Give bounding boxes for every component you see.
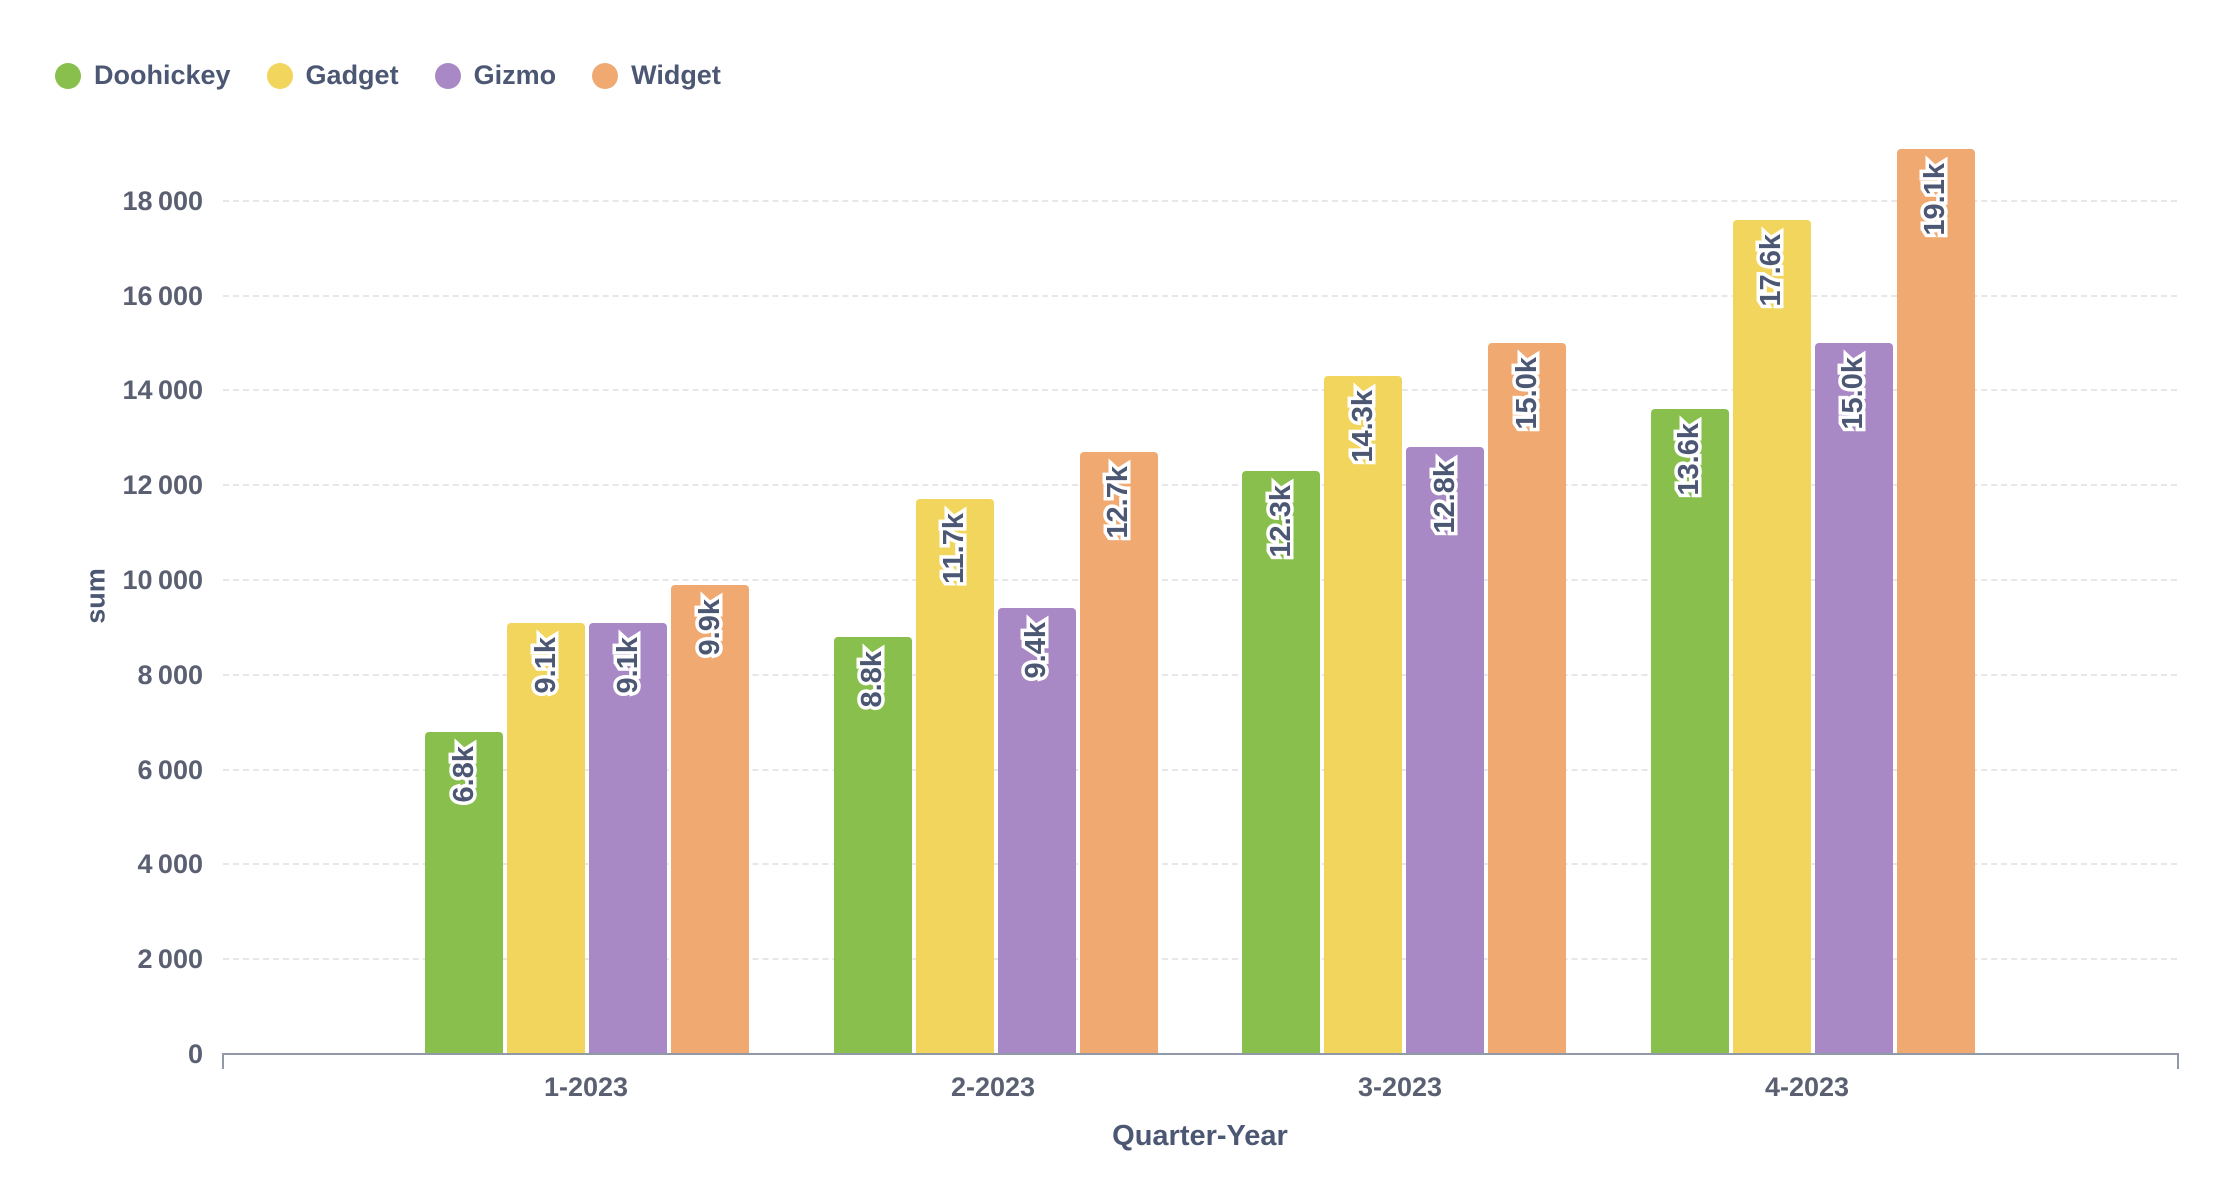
gridline — [223, 768, 2177, 771]
x-axis-line — [222, 1053, 2179, 1055]
legend-item-gizmo[interactable]: Gizmo — [434, 60, 557, 90]
bar-gadget-2-2023[interactable]: 11.7k — [915, 499, 994, 1054]
gridline — [223, 673, 2177, 676]
y-tick-label: 12 000 — [122, 470, 204, 501]
y-tick-label: 0 — [187, 1039, 203, 1069]
y-tick-label: 14 000 — [122, 375, 204, 406]
x-axis-left-tick — [222, 1053, 224, 1069]
legend-label: Gadget — [305, 60, 399, 90]
legend-dot-icon — [434, 62, 461, 89]
legend-label: Gizmo — [473, 60, 557, 90]
bar-value-label: 14.3k — [1343, 387, 1382, 467]
bar-group-2-2023: 8.8k 11.7k 9.4k 12.7k — [833, 106, 1158, 1054]
bar-gadget-3-2023[interactable]: 14.3k — [1324, 376, 1403, 1054]
bar-value-label-wrap: 12.7k — [1080, 463, 1158, 543]
gridline — [223, 958, 2177, 961]
bar-gizmo-2-2023[interactable]: 9.4k — [997, 608, 1076, 1054]
bar-gadget-4-2023[interactable]: 17.6k — [1732, 220, 1811, 1054]
bar-value-label-wrap: 9.1k — [589, 634, 667, 697]
bar-value-label: 15.0k — [1507, 354, 1546, 434]
legend-item-gadget[interactable]: Gadget — [266, 60, 399, 90]
bar-group-3-2023: 12.3k 14.3k 12.8k 15.0k — [1242, 106, 1567, 1054]
bar-value-label-wrap: 9.9k — [671, 596, 749, 659]
bar-value-label: 15.0k — [1834, 354, 1873, 434]
bar-value-label-wrap: 17.6k — [1733, 231, 1811, 311]
bar-value-label: 12.3k — [1261, 482, 1300, 562]
bar-value-label-wrap: 15.0k — [1488, 354, 1566, 434]
bar-value-label-wrap: 8.8k — [834, 648, 912, 711]
legend-item-widget[interactable]: Widget — [592, 62, 721, 89]
bar-value-label: 11.7k — [935, 510, 974, 588]
bar-gizmo-1-2023[interactable]: 9.1k — [589, 623, 667, 1054]
bar-value-label: 19.1k — [1916, 160, 1955, 240]
bar-value-label: 9.4k — [1017, 619, 1056, 682]
x-tick-label-1-2023: 1-2023 — [543, 1072, 629, 1102]
legend: Doohickey Gadget Gizmo Widget — [55, 62, 721, 89]
gridline — [223, 199, 2177, 202]
bar-doohickey-3-2023[interactable]: 12.3k — [1242, 471, 1321, 1054]
bar-value-label-wrap: 14.3k — [1324, 387, 1402, 467]
bar-value-label-wrap: 9.1k — [507, 634, 585, 697]
bar-gadget-1-2023[interactable]: 9.1k — [507, 623, 585, 1054]
y-tick-label: 8 000 — [137, 659, 203, 690]
x-tick-label-3-2023: 3-2023 — [1357, 1072, 1443, 1102]
x-axis-title: Quarter-Year — [1112, 1120, 1288, 1152]
gridline — [223, 294, 2177, 297]
bar-value-label: 12.8k — [1425, 458, 1464, 538]
y-tick-label: 6 000 — [137, 754, 203, 785]
bar-value-label-wrap: 12.3k — [1242, 482, 1320, 562]
bar-value-label: 8.8k — [853, 648, 892, 711]
gridline — [223, 484, 2177, 487]
bar-value-label: 9.1k — [526, 634, 565, 697]
legend-label: Doohickey — [94, 60, 231, 90]
y-tick-label: 4 000 — [137, 849, 203, 880]
legend-dot-icon — [266, 62, 293, 89]
x-tick-label-4-2023: 4-2023 — [1764, 1072, 1850, 1102]
bar-value-label: 6.8k — [444, 743, 483, 806]
legend-item-doohickey[interactable]: Doohickey — [55, 62, 231, 89]
bar-group-1-2023: 6.8k 9.1k 9.1k 9.9k — [425, 106, 749, 1054]
bar-value-label-wrap: 13.6k — [1651, 420, 1729, 500]
bar-value-label: 13.6k — [1670, 420, 1709, 500]
gridline — [223, 579, 2177, 581]
legend-dot-icon — [55, 62, 81, 89]
gridline — [223, 863, 2177, 866]
bar-value-label-wrap: 9.4k — [998, 619, 1076, 682]
bar-gizmo-3-2023[interactable]: 12.8k — [1406, 447, 1485, 1054]
legend-dot-icon — [592, 62, 619, 89]
bar-value-label: 17.6k — [1752, 231, 1791, 311]
bar-value-label-wrap: 11.7k — [916, 510, 994, 588]
y-tick-label: 18 000 — [122, 185, 204, 216]
bar-widget-4-2023[interactable]: 19.1k — [1896, 149, 1975, 1054]
bar-value-label-wrap: 12.8k — [1406, 458, 1484, 538]
bar-doohickey-1-2023[interactable]: 6.8k — [425, 732, 503, 1054]
bar-gizmo-4-2023[interactable]: 15.0k — [1814, 343, 1893, 1054]
bar-value-label: 9.9k — [690, 596, 729, 659]
bar-value-label-wrap: 15.0k — [1815, 354, 1893, 434]
legend-label: Widget — [631, 60, 721, 90]
bar-value-label: 12.7k — [1099, 463, 1138, 543]
bar-widget-3-2023[interactable]: 15.0k — [1488, 343, 1567, 1054]
x-axis-right-tick — [2177, 1053, 2179, 1069]
bar-group-4-2023: 13.6k 17.6k 15.0k 19.1k — [1650, 106, 1975, 1054]
bar-value-label: 9.1k — [608, 634, 647, 697]
gridline — [223, 389, 2177, 392]
y-tick-label: 2 000 — [137, 944, 203, 975]
x-tick-label-2-2023: 2-2023 — [950, 1072, 1036, 1102]
bar-value-label-wrap: 6.8k — [425, 743, 503, 806]
bar-value-label-wrap: 19.1k — [1897, 160, 1975, 240]
bar-doohickey-2-2023[interactable]: 8.8k — [833, 637, 912, 1054]
bar-doohickey-4-2023[interactable]: 13.6k — [1650, 409, 1729, 1054]
plot-area: 6.8k 9.1k 9.1k 9.9k 8.8k 11.7k 9.4k 12.7k 12.3k 1… — [223, 106, 2177, 1054]
bar-widget-1-2023[interactable]: 9.9k — [671, 585, 749, 1054]
y-tick-label: 10 000 — [122, 565, 204, 595]
bar-widget-2-2023[interactable]: 12.7k — [1079, 452, 1158, 1054]
y-tick-label: 16 000 — [122, 280, 204, 311]
